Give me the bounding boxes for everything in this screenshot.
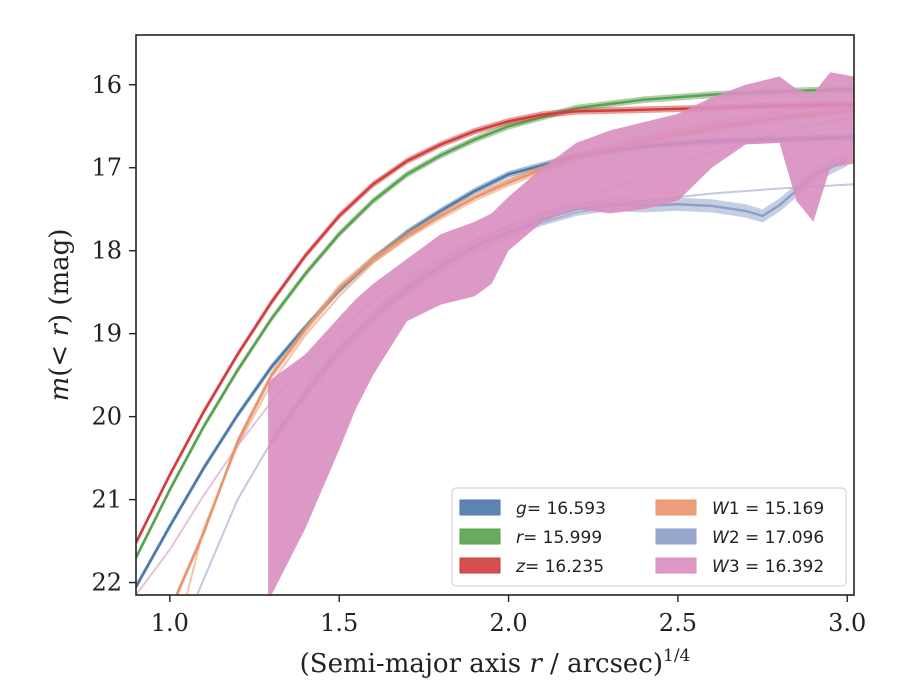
- y-axis: 16 17 18 19 20 21 22: [91, 71, 136, 597]
- y-axis-title: m(< r) (mag): [45, 229, 75, 402]
- x-tick-label: 2.5: [659, 609, 697, 637]
- legend-label: W3 = 16.392: [712, 557, 824, 577]
- legend-box: [451, 487, 847, 587]
- legend-swatch: [655, 528, 697, 545]
- y-tick-label: 16: [91, 71, 122, 99]
- x-tick-label: 1.0: [151, 609, 189, 637]
- series-5-band: [268, 72, 854, 595]
- y-tick-label: 19: [91, 320, 122, 348]
- x-tick-label: 2.0: [489, 609, 527, 637]
- legend-swatch: [655, 557, 697, 574]
- legend-label: r= 15.999: [516, 528, 602, 548]
- x-tick-label: 3.0: [828, 609, 866, 637]
- y-tick-label: 20: [91, 403, 122, 431]
- legend-label: z= 16.235: [515, 557, 604, 577]
- plot-frame: [135, 34, 855, 596]
- x-axis-title: (Semi-major axis r / arcsec)1/4: [300, 646, 691, 679]
- legend-label: W1 = 15.169: [712, 499, 824, 519]
- series-2-line: [136, 103, 854, 544]
- legend-swatch: [655, 499, 697, 516]
- legend-swatch: [459, 499, 501, 516]
- series-layer: [136, 72, 854, 595]
- legend-swatch: [459, 557, 501, 574]
- y-tick-label: 22: [91, 569, 122, 597]
- x-tick-label: 1.5: [320, 609, 358, 637]
- legend-label: g= 16.593: [516, 499, 606, 519]
- y-tick-label: 21: [91, 486, 122, 514]
- legend-swatch: [459, 528, 501, 545]
- y-tick-label: 17: [91, 154, 122, 182]
- y-tick-label: 18: [91, 237, 122, 265]
- series-1-line: [136, 87, 854, 559]
- legend-label: W2 = 17.096: [712, 528, 824, 548]
- legend: g= 16.593 r= 15.999 z= 16.235 W1 = 15.169 W2…: [451, 487, 847, 587]
- x-axis: 1.0 1.5 2.0 2.5 3.0: [151, 595, 866, 637]
